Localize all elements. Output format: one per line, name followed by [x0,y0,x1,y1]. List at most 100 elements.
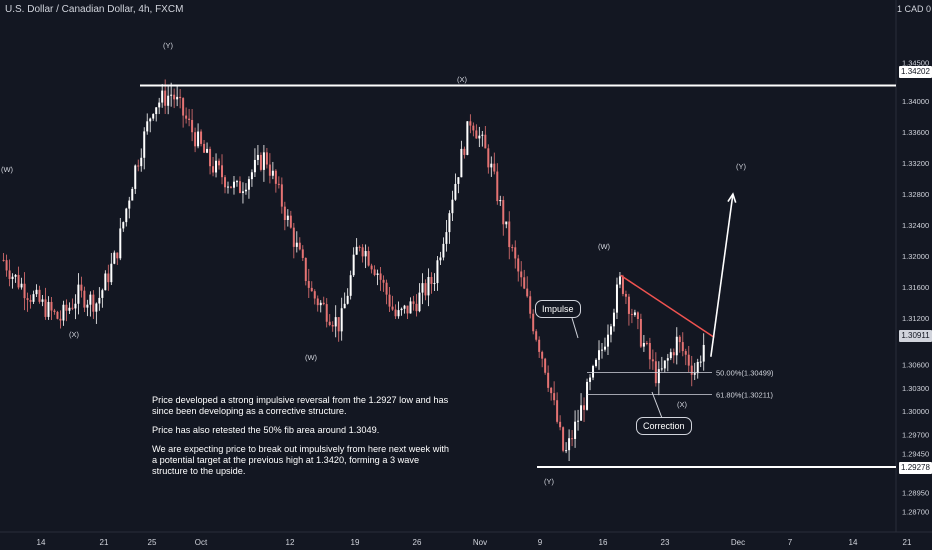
candle-body [487,148,490,168]
candle-body [460,148,463,178]
candle-body [427,276,430,296]
impulse-callout[interactable]: Impulse [535,300,581,318]
candle-body [541,351,544,359]
candle-body [259,154,262,170]
candle-body [550,387,553,394]
candle-body [256,154,259,160]
candle-body [565,450,568,452]
candle-body [645,342,648,344]
candle-body [538,339,541,352]
candle-body [176,96,179,100]
candle-body [592,365,595,378]
wave-label: (W) [1,165,14,174]
candle-body [56,311,59,319]
candle-body [161,90,164,103]
candle-body [406,305,409,314]
candle-body [218,160,221,166]
candle-body [586,381,589,410]
candle-body [349,275,352,296]
candle-body [277,183,280,185]
candle-body [304,257,307,282]
candle-body [167,95,170,106]
candle-body [562,427,565,451]
candle-body [322,302,325,305]
current-price-badge: 1.30911 [899,330,932,342]
candle-body [26,298,29,300]
candle-body [328,321,331,325]
candle-body [149,118,152,122]
candle-body [469,121,472,126]
candle-body [23,283,26,299]
time-tick-label: 21 [100,538,109,547]
candle-body [29,299,32,302]
price-tick-label: 1.28700 [902,508,929,517]
candle-body [221,165,224,178]
candle-body [559,421,562,428]
candle-body [633,312,636,315]
candle-body [298,242,301,250]
candle-body [484,134,487,149]
candle-body [526,288,529,297]
candle-body [463,148,466,155]
candle-body [544,358,547,373]
candle-body [496,171,499,202]
candle-body [657,369,660,384]
time-tick-label: 14 [37,538,46,547]
candle-body [577,420,580,422]
price-tick-label: 1.28950 [902,488,929,497]
candle-body [74,303,77,309]
candle-body [505,221,508,225]
candle-body [83,290,86,308]
candle-body [227,186,229,188]
candle-body [185,115,188,119]
candle-body [499,200,502,202]
candle-body [182,98,185,116]
candle-body [209,148,212,167]
candle-body [92,294,95,312]
candle-body [612,312,615,327]
candle-body [71,307,74,309]
fib-618-label: 61.80%(1.30211) [716,391,773,400]
currency-unit: 1 CAD 0 [897,4,932,14]
candle-body [319,302,322,306]
candle-body [68,307,71,311]
candle-body [583,405,586,410]
candle-body [122,222,125,229]
candle-body [235,181,238,183]
price-tick-label: 1.31600 [902,283,929,292]
candle-body [286,215,289,220]
candle-body [86,304,89,308]
candle-body [391,306,394,310]
correction-callout[interactable]: Correction [636,417,692,435]
candle-body [155,107,158,115]
candle-body [32,294,35,302]
time-tick-label: 23 [661,538,670,547]
candle-body [173,94,176,100]
candle-body [313,291,316,299]
candle-body [603,346,606,350]
candle-body [364,251,367,257]
candle-body [17,274,20,288]
candle-body [20,283,23,288]
candle-body [621,276,624,294]
candle-body [615,284,618,313]
candle-body [158,102,161,108]
candle-body [693,373,696,375]
candle-body [451,199,454,214]
candle-body [289,215,292,228]
price-tick-label: 1.30300 [902,384,929,393]
price-tick-label: 1.30600 [902,361,929,370]
candle-body [678,336,681,343]
time-tick-label: 16 [599,538,608,547]
candle-body [580,405,583,421]
candle-body [11,276,14,279]
wave-label: (W) [305,353,318,362]
candle-body [346,295,349,304]
candle-body [143,131,146,158]
wave-label: (Y) [544,477,555,486]
price-tick-label: 1.31200 [902,314,929,323]
candle-body [535,331,538,340]
candle-body [238,181,241,193]
